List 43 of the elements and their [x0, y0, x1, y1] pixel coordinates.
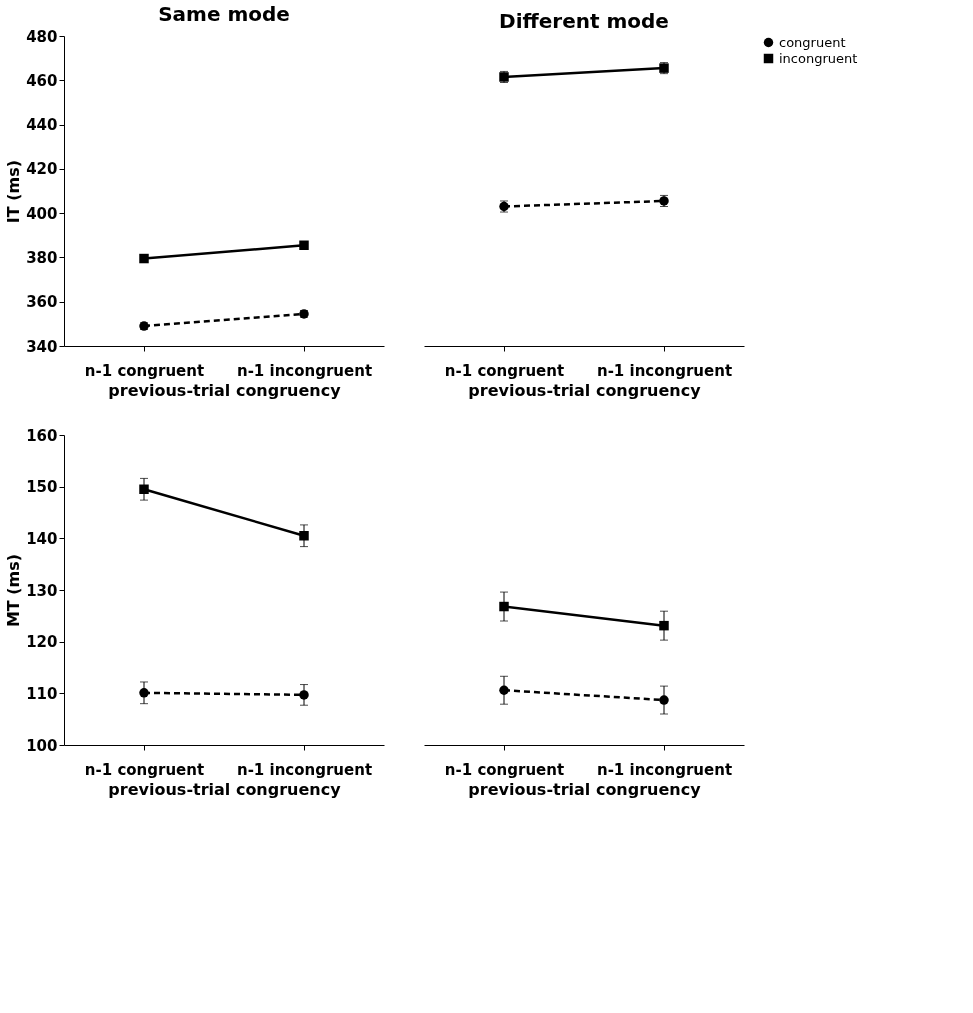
x-axis-title: previous-trial congruency	[468, 380, 702, 400]
point	[659, 620, 669, 631]
y-tick-label: 160	[26, 426, 58, 445]
y-tick-label: 380	[26, 248, 58, 267]
chart-title: Same mode	[158, 2, 290, 26]
y-axis-title: IT (ms)	[4, 159, 24, 224]
y-tick-label: 110	[26, 684, 58, 703]
x-axis-title: previous-trial congruency	[108, 779, 342, 799]
point	[299, 531, 309, 541]
y-tick-label: 100	[26, 736, 58, 755]
x-axis-title: previous-trial congruency	[108, 380, 342, 400]
x-tick-label: n-1 congruent	[84, 760, 205, 779]
x-tick-label: n-1 incongruent	[236, 760, 373, 779]
point	[659, 695, 669, 705]
x-tick-label: n-1 incongruent	[236, 361, 373, 380]
point	[139, 688, 149, 698]
y-tick-label: 120	[26, 633, 58, 652]
y-axis-title: MT (ms)	[4, 553, 24, 628]
y-tick-label: 420	[26, 160, 58, 179]
chart-title: Different mode	[499, 9, 669, 33]
point	[499, 601, 509, 612]
point	[299, 690, 309, 700]
x-tick-label: n-1 congruent	[444, 760, 565, 779]
y-tick-label: 400	[26, 204, 58, 223]
y-tick-label: 360	[26, 293, 58, 312]
legend-label: congruent	[779, 34, 846, 50]
y-tick-label: 130	[26, 581, 58, 600]
y-tick-label: 150	[26, 478, 58, 497]
point	[139, 484, 149, 494]
legend-label: incongruent	[779, 50, 858, 66]
point	[499, 685, 509, 695]
x-tick-label: n-1 incongruent	[596, 361, 733, 380]
y-tick-label: 340	[26, 337, 58, 356]
point	[299, 240, 309, 250]
y-tick-label: 440	[26, 116, 58, 135]
x-axis-title: previous-trial congruency	[468, 779, 702, 799]
x-tick-label: n-1 incongruent	[596, 760, 733, 779]
y-tick-label: 140	[26, 529, 58, 548]
y-tick-label: 480	[26, 27, 58, 46]
y-tick-label: 460	[26, 71, 58, 90]
x-tick-label: n-1 congruent	[84, 361, 205, 380]
x-tick-label: n-1 congruent	[444, 361, 565, 380]
point	[139, 253, 149, 264]
